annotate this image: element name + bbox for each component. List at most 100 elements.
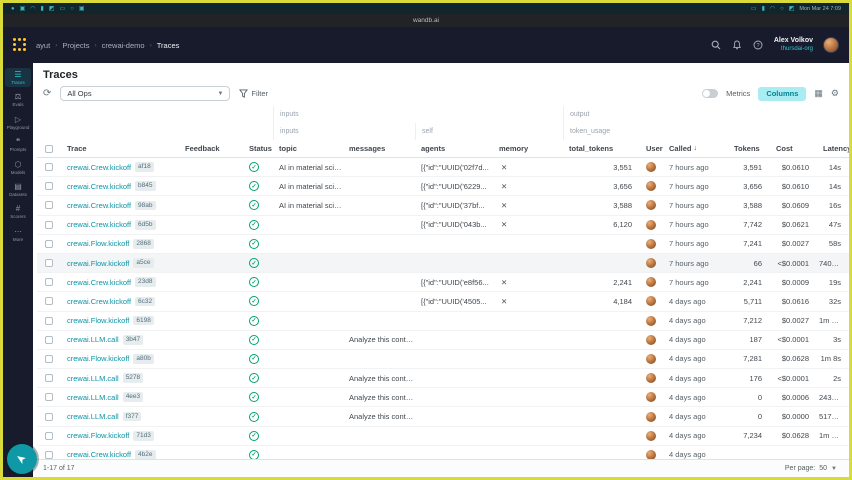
table-row[interactable]: crewai.Flow.kickoff a80b ✓ 4 days ago 7,281 $…: [37, 350, 849, 370]
table-row[interactable]: crewai.Crew.kickoff af18 ✓ AI in material s…: [37, 158, 849, 178]
columns-button[interactable]: Columns: [758, 86, 807, 101]
table-row[interactable]: crewai.Crew.kickoff 98ab ✓ AI in material s…: [37, 196, 849, 216]
wandb-logo-icon[interactable]: [13, 38, 27, 52]
settings-gear-icon[interactable]: ⚙: [830, 88, 839, 98]
trace-link[interactable]: crewai.Crew.kickoff: [67, 296, 132, 306]
breadcrumb-item[interactable]: Traces: [156, 40, 180, 50]
sidebar-item-more[interactable]: ⋯ More: [5, 225, 31, 244]
table-row[interactable]: crewai.Flow.kickoff a5ce ✓ 7 hours ago 66 <$0…: [37, 253, 849, 274]
breadcrumb-item[interactable]: Projects: [62, 40, 90, 50]
trace-link[interactable]: crewai.LLM.call: [67, 335, 119, 345]
sidebar-item-models[interactable]: ⬡ Models: [5, 158, 31, 177]
row-checkbox[interactable]: [45, 374, 53, 383]
total-tokens-cell: 3,656: [613, 181, 632, 191]
battery-icon: ▮: [761, 5, 765, 12]
table-row[interactable]: crewai.Crew.kickoff 23d8 ✓ [{"id":"UUID('e8…: [37, 273, 849, 293]
trace-link[interactable]: crewai.Crew.kickoff: [67, 181, 132, 191]
topic-cell: AI in material science: [279, 162, 343, 172]
row-checkbox[interactable]: [45, 259, 53, 268]
sidebar-item-scorers[interactable]: # Scorers: [5, 202, 31, 221]
user-cell: [640, 258, 663, 269]
column-header-user[interactable]: User: [640, 144, 663, 153]
table-row[interactable]: crewai.Flow.kickoff 2868 ✓ 7 hours ago 7,241…: [37, 235, 849, 254]
column-header-latency[interactable]: Latency: [817, 144, 849, 153]
filter-button[interactable]: Filter: [239, 89, 268, 98]
trace-link[interactable]: crewai.Flow.kickoff: [67, 354, 130, 364]
row-checkbox[interactable]: [45, 335, 53, 344]
sidebar-item-evals[interactable]: ⚖ Evals: [5, 90, 31, 109]
trace-link[interactable]: crewai.Crew.kickoff: [67, 200, 132, 210]
table-row[interactable]: crewai.Crew.kickoff b845 ✓ AI in material s…: [37, 177, 849, 197]
sidebar-item-datasets[interactable]: ▤ Datasets: [5, 180, 31, 199]
table-row[interactable]: crewai.LLM.call 3b47 ✓ Analyze this conten.…: [37, 331, 849, 350]
column-header-cost[interactable]: Cost: [770, 144, 817, 153]
sidebar-item-traces[interactable]: ☰ Traces: [5, 68, 31, 88]
trace-link[interactable]: crewai.Flow.kickoff: [67, 316, 130, 326]
column-header-memory[interactable]: memory: [493, 144, 563, 153]
row-checkbox[interactable]: [45, 431, 53, 440]
breadcrumb-item[interactable]: ayut: [36, 40, 51, 50]
metrics-toggle[interactable]: [702, 89, 719, 98]
column-header-messages[interactable]: messages: [343, 144, 415, 153]
table-row[interactable]: crewai.Crew.kickoff 6c32 ✓ [{"id":"UUID('45…: [37, 292, 849, 312]
column-header-topic[interactable]: topic: [273, 144, 343, 153]
trace-link[interactable]: crewai.Crew.kickoff: [67, 277, 132, 287]
sidebar-item-playground[interactable]: ▷ Playground: [5, 113, 31, 132]
column-header-feedback[interactable]: Feedback: [179, 144, 243, 153]
user-avatar[interactable]: [823, 37, 839, 53]
sidebar-item-label: Scorers: [10, 214, 26, 220]
memory-cell: ✕: [493, 278, 563, 287]
column-header-status[interactable]: Status: [243, 144, 273, 153]
trace-link[interactable]: crewai.Flow.kickoff: [67, 239, 130, 249]
trace-link[interactable]: crewai.Crew.kickoff: [67, 450, 132, 459]
column-header-agents[interactable]: agents: [415, 144, 493, 153]
column-header-trace[interactable]: Trace: [61, 144, 179, 153]
table-row[interactable]: crewai.Flow.kickoff 71d3 ✓ 4 days ago 7,234 $…: [37, 427, 849, 446]
trace-link[interactable]: crewai.LLM.call: [67, 412, 119, 422]
row-checkbox[interactable]: [45, 412, 53, 421]
agents-cell: [{"id":"UUID('043b...: [421, 220, 487, 230]
trace-link[interactable]: crewai.LLM.call: [67, 373, 119, 383]
user-cell: [640, 449, 663, 459]
user-avatar: [646, 162, 656, 173]
ops-selector[interactable]: All Ops ▼: [60, 86, 231, 101]
select-all-checkbox[interactable]: [45, 144, 53, 153]
row-checkbox[interactable]: [45, 163, 53, 172]
table-row[interactable]: crewai.Crew.kickoff 4b2e ✓ 4 days ago: [37, 446, 849, 459]
row-checkbox[interactable]: [45, 393, 53, 402]
table-row[interactable]: crewai.LLM.call f377 ✓ Analyze this conten.…: [37, 407, 849, 427]
table-row[interactable]: crewai.Crew.kickoff 6d5b ✓ [{"id":"UUID('04…: [37, 216, 849, 235]
row-checkbox[interactable]: [45, 220, 53, 229]
refresh-icon[interactable]: ⟳: [43, 87, 52, 99]
trace-link[interactable]: crewai.LLM.call: [67, 392, 119, 402]
column-header-called[interactable]: Called ↓: [663, 144, 728, 153]
row-checkbox[interactable]: [45, 450, 53, 459]
column-header-total-tokens[interactable]: total_tokens: [563, 144, 640, 153]
row-checkbox[interactable]: [45, 239, 53, 248]
help-icon[interactable]: ?: [753, 40, 764, 51]
bell-icon[interactable]: [732, 40, 743, 51]
row-checkbox[interactable]: [45, 201, 53, 210]
latency-cell: 1m 19s: [819, 316, 844, 326]
breadcrumb-item[interactable]: crewai-demo: [101, 40, 145, 50]
trace-link[interactable]: crewai.Flow.kickoff: [67, 431, 130, 441]
sidebar-item-prompts[interactable]: ❝ Prompts: [5, 135, 31, 154]
column-settings-icon[interactable]: ▦: [814, 88, 823, 98]
table-row[interactable]: crewai.Flow.kickoff 6198 ✓ 4 days ago 7,212 $…: [37, 312, 849, 331]
table-row[interactable]: crewai.LLM.call 4ee3 ✓ Analyze this conten.…: [37, 388, 849, 408]
row-checkbox[interactable]: [45, 297, 53, 306]
user-block[interactable]: Alex Volkov thursdai-org: [774, 37, 813, 53]
trace-link[interactable]: crewai.Crew.kickoff: [67, 162, 132, 172]
status-cell: ✓: [243, 296, 273, 307]
row-checkbox[interactable]: [45, 316, 53, 325]
row-checkbox[interactable]: [45, 354, 53, 363]
models-icon: ⬡: [14, 159, 22, 169]
search-icon[interactable]: [711, 40, 722, 51]
row-checkbox[interactable]: [45, 278, 53, 287]
table-row[interactable]: crewai.LLM.call 5278 ✓ Analyze this conten.…: [37, 369, 849, 389]
row-checkbox[interactable]: [45, 182, 53, 191]
per-page-control[interactable]: Per page: 50 ▼: [785, 465, 837, 472]
trace-link[interactable]: crewai.Crew.kickoff: [67, 220, 132, 230]
trace-link[interactable]: crewai.Flow.kickoff: [67, 258, 130, 268]
column-header-tokens[interactable]: Tokens: [728, 144, 770, 153]
